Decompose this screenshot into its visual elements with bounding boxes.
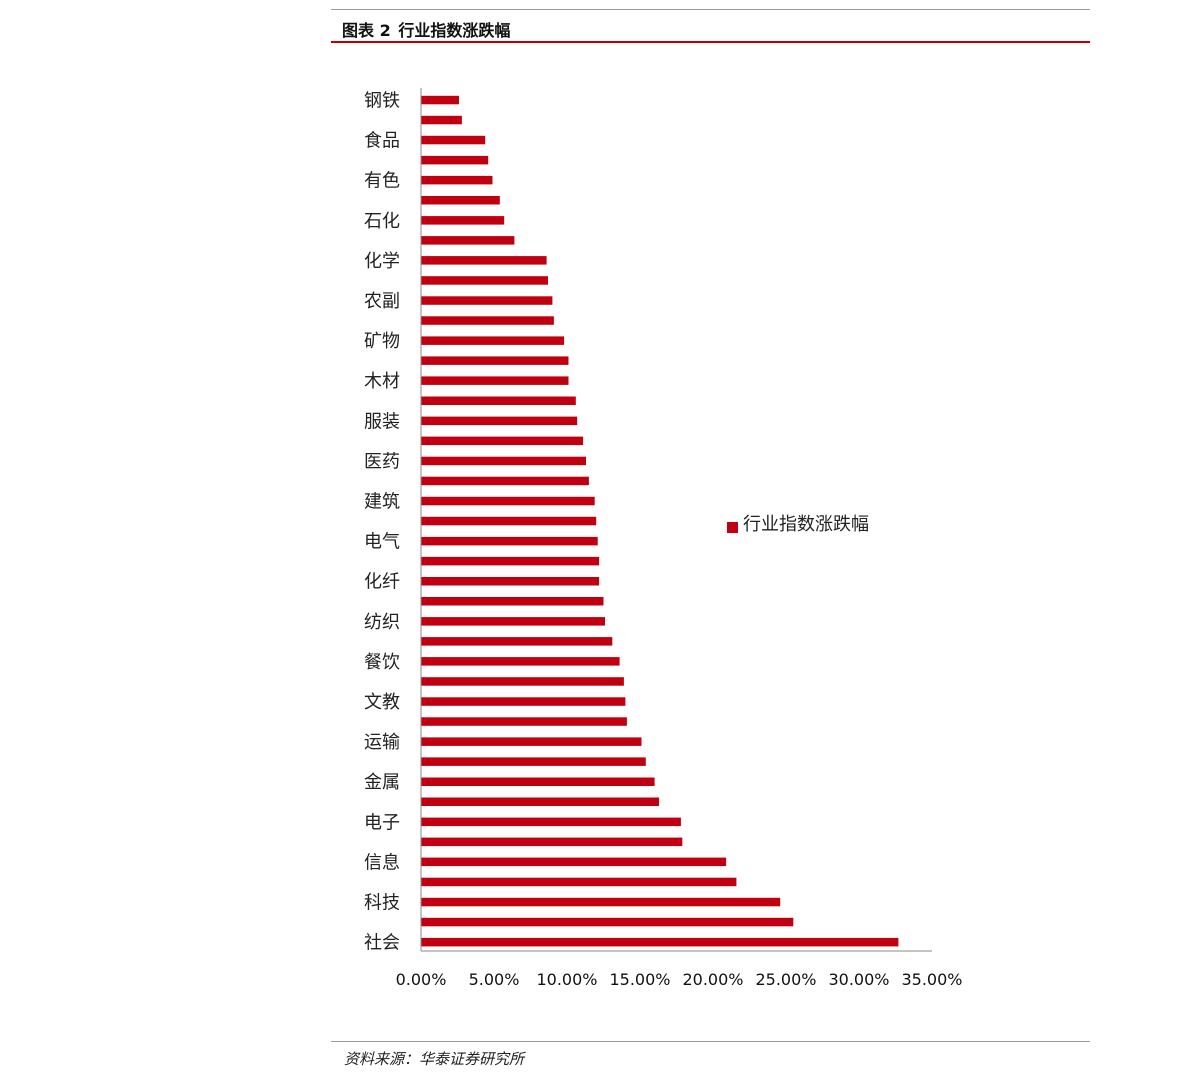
category-label-10: 农副: [364, 291, 400, 312]
category-label-20: 建筑: [364, 492, 400, 513]
category-label-28: 餐饮: [364, 652, 400, 673]
x-tick-label-2: 10.00%: [536, 970, 597, 989]
category-label-14: 木材: [364, 371, 400, 392]
bar-22: [421, 536, 598, 546]
bar-12: [421, 336, 565, 345]
x-tick-label-4: 20.00%: [682, 970, 743, 989]
x-tick-label-1: 5.00%: [469, 970, 520, 989]
category-label-26: 纺织: [364, 612, 400, 633]
bar-35: [421, 797, 659, 806]
bar-3: [421, 155, 489, 165]
bar-14: [421, 376, 569, 385]
bar-7: [421, 236, 515, 245]
category-label-2: 食品: [364, 131, 400, 152]
figure-title: 图表 2 行业指数涨跌幅: [342, 17, 510, 41]
category-label-6: 石化: [364, 211, 400, 232]
bar-29: [421, 677, 624, 686]
bar-25: [421, 597, 604, 606]
bar-39: [421, 877, 737, 887]
bar-10: [421, 296, 553, 305]
bar-36: [421, 817, 681, 827]
category-label-38: 信息: [364, 852, 400, 873]
figure-caption: 行业指数涨跌幅: [398, 21, 511, 40]
bar-9: [421, 276, 548, 285]
bar-19: [421, 476, 589, 486]
bar-8: [421, 256, 547, 265]
bar-18: [421, 456, 586, 466]
bar-11: [421, 316, 554, 325]
figure-number: 2: [379, 21, 391, 40]
bar-40: [421, 897, 781, 907]
bar-34: [421, 777, 655, 786]
bar-41: [421, 917, 794, 927]
category-label-8: 化学: [364, 251, 400, 272]
category-label-18: 医药: [364, 451, 400, 472]
legend-swatch: [727, 522, 738, 533]
category-label-30: 文教: [364, 692, 400, 713]
bar-33: [421, 757, 646, 766]
category-labels-group: 钢铁食品有色石化化学农副矿物木材服装医药建筑电气化纤纺织餐饮文教运输金属电子信息…: [364, 91, 400, 954]
bottom-rule: [331, 1041, 1090, 1042]
x-tick-label-0: 0.00%: [396, 970, 447, 989]
bar-37: [421, 837, 683, 847]
category-label-0: 钢铁: [364, 91, 400, 112]
bar-23: [421, 556, 600, 566]
bar-13: [421, 356, 569, 365]
legend: 行业指数涨跌幅: [727, 514, 869, 535]
bar-30: [421, 697, 626, 706]
bar-6: [421, 216, 505, 225]
bar-20: [421, 496, 595, 506]
bar-15: [421, 396, 576, 405]
category-label-12: 矿物: [364, 331, 400, 352]
category-label-16: 服装: [364, 411, 400, 432]
bar-21: [421, 516, 597, 526]
category-label-40: 科技: [364, 893, 400, 914]
x-tick-labels-group: 0.00% 5.00% 10.00% 15.00% 20.00% 25.00% 30.00%…: [396, 970, 963, 989]
bar-38: [421, 857, 727, 867]
x-tick-label-6: 30.00%: [828, 970, 889, 989]
bar-31: [421, 717, 627, 726]
bar-28: [421, 657, 620, 666]
bar-32: [421, 737, 642, 746]
bar-17: [421, 436, 584, 446]
bar-2: [421, 135, 486, 145]
bar-0: [421, 95, 459, 105]
category-label-32: 运输: [364, 732, 400, 753]
bar-1: [421, 115, 462, 125]
bar-42: [421, 937, 899, 947]
x-tick-label-7: 35.00%: [901, 970, 962, 989]
bar-27: [421, 637, 613, 646]
bars-group: [421, 95, 899, 947]
bar-4: [421, 175, 493, 185]
bar-24: [421, 577, 600, 586]
title-rule: [331, 41, 1090, 43]
bar-16: [421, 416, 578, 426]
bar-5: [421, 196, 500, 205]
category-label-36: 电子: [364, 812, 400, 833]
category-label-22: 电气: [364, 532, 400, 553]
category-label-34: 金属: [364, 772, 400, 793]
category-label-24: 化纤: [364, 572, 400, 593]
x-tick-label-5: 25.00%: [755, 970, 816, 989]
bar-26: [421, 617, 605, 626]
category-label-4: 有色: [364, 171, 400, 192]
category-label-42: 社会: [364, 933, 400, 954]
top-rule: [331, 9, 1090, 10]
legend-label: 行业指数涨跌幅: [743, 514, 869, 535]
figure-label: 图表: [342, 21, 375, 40]
x-tick-label-3: 15.00%: [609, 970, 670, 989]
source-note: 资料来源：华泰证券研究所: [344, 1050, 525, 1068]
